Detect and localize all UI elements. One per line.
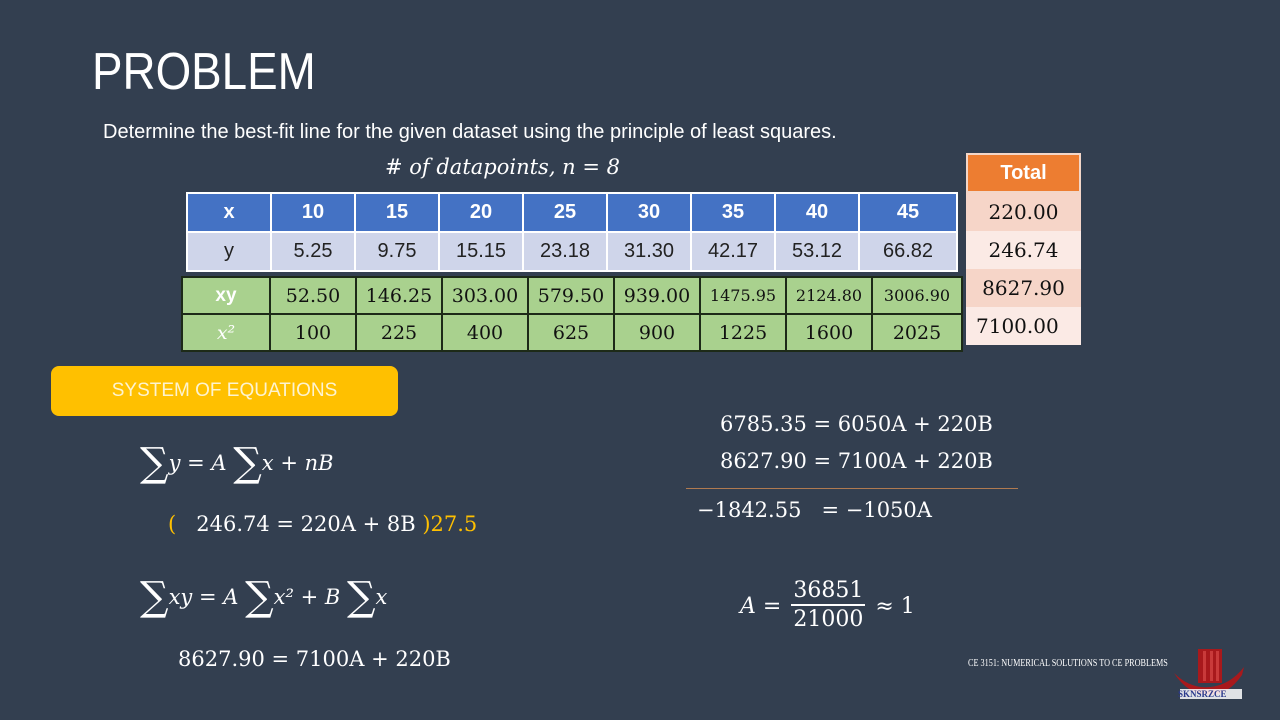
normal-equation-2: ∑xy = A ∑x² + B ∑x [140,574,388,620]
normal-equation-2-substituted: 8627.90 = 7100A + 220B [178,647,451,671]
elimination-equation-2: 8627.90 = 7100A + 220B [720,449,993,473]
sigma-icon: ∑ [245,574,274,620]
course-footer: CE 3151: NUMERICAL SOLUTIONS TO CE PROBL… [968,658,1168,669]
x-cell: 25 [522,192,608,233]
xy-cell: 2124.80 [785,276,873,315]
xy-row: xy 52.50 146.25 303.00 579.50 939.00 147… [181,276,963,315]
y-cell: 31.30 [606,231,692,272]
x2-cell: 2025 [871,313,963,352]
slide-title: PROBLEM [92,43,316,101]
total-sum-x: 220.00 [966,193,1081,231]
x-cell: 10 [270,192,356,233]
solution-A: A = 36851 21000 ≈ 1 [740,578,915,632]
y-cell: 42.17 [690,231,776,272]
problem-statement: Determine the best-fit line for the give… [103,121,837,143]
normal-equation-1: ∑y = A ∑x + nB [140,440,334,486]
x2-cell: 400 [441,313,529,352]
xy-cell: 1475.95 [699,276,787,315]
datapoints-label: # of datapoints, n = 8 [385,155,621,179]
y-label-cell: y [186,231,272,272]
totals-column: Total 220.00 246.74 8627.90 7100.00 [966,153,1081,345]
xy-cell: 939.00 [613,276,701,315]
x2-cell: 625 [527,313,615,352]
x2-cell: 900 [613,313,701,352]
x2-cell: 1600 [785,313,873,352]
sigma-icon: ∑ [140,574,169,620]
xy-cell: 3006.90 [871,276,963,315]
sigma-icon: ∑ [233,440,262,486]
total-sum-x2: 7100.00 [966,307,1081,345]
y-cell: 15.15 [438,231,524,272]
y-cell: 9.75 [354,231,440,272]
x-row: x 10 15 20 25 30 35 40 45 [186,192,958,233]
x-label-cell: x [186,192,272,233]
section-banner: SYSTEM OF EQUATIONS [51,366,398,416]
logo-text: SKNSRZCE [1178,689,1227,699]
y-cell: 5.25 [270,231,356,272]
xy-cell: 303.00 [441,276,529,315]
x-cell: 15 [354,192,440,233]
sigma-icon: ∑ [140,440,169,486]
x-cell: 30 [606,192,692,233]
x-cell: 20 [438,192,524,233]
xy-cell: 52.50 [269,276,357,315]
xy-data-table: x 10 15 20 25 30 35 40 45 y 5.25 9.75 15… [186,192,958,272]
derived-table: xy 52.50 146.25 303.00 579.50 939.00 147… [181,276,963,352]
x2-cell: 1225 [699,313,787,352]
sigma-icon: ∑ [346,574,376,620]
xy-label-cell: xy [181,276,271,315]
total-sum-y: 246.74 [966,231,1081,269]
xy-cell: 146.25 [355,276,443,315]
total-sum-xy: 8627.90 [966,269,1081,307]
y-row: y 5.25 9.75 15.15 23.18 31.30 42.17 53.1… [186,231,958,272]
y-cell: 66.82 [858,231,958,272]
x2-label-cell: x² [181,313,271,352]
normal-equation-1-substituted: ( 246.74 = 220A + 8B )27.5 [168,512,478,536]
y-cell: 23.18 [522,231,608,272]
x2-cell: 225 [355,313,443,352]
fraction: 36851 21000 [791,578,866,632]
x2-row: x² 100 225 400 625 900 1225 1600 2025 [181,313,963,352]
x-cell: 35 [690,192,776,233]
xy-cell: 579.50 [527,276,615,315]
logo-icon: SKNSRZCE [1170,645,1250,705]
x-cell: 45 [858,192,958,233]
elimination-equation-1: 6785.35 = 6050A + 220B [720,412,993,436]
x2-cell: 100 [269,313,357,352]
subtraction-rule [686,488,1018,489]
elimination-result: −1842.55 = −1050A [697,498,932,522]
y-cell: 53.12 [774,231,860,272]
totals-header: Total [966,153,1081,193]
x-cell: 40 [774,192,860,233]
